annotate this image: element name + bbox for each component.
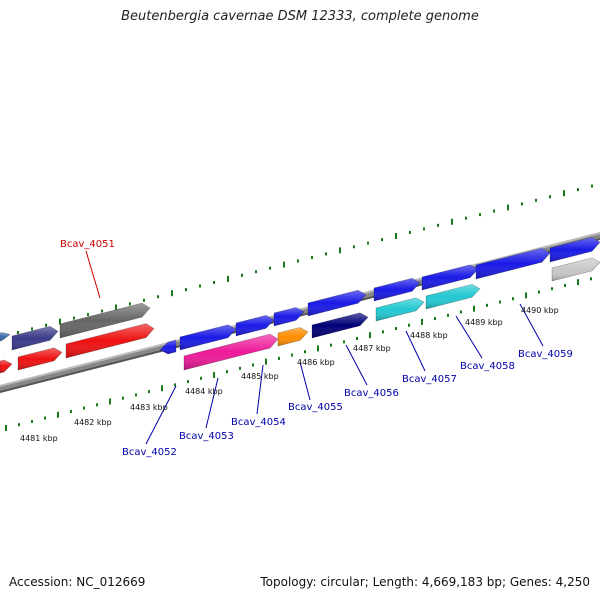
gene-label: Bcav_4055 (288, 402, 343, 413)
genome-summary-text: Topology: circular; Length: 4,669,183 bp… (260, 575, 590, 589)
scale-label: 4484 kbp (185, 387, 223, 396)
gene-label: Bcav_4053 (179, 431, 234, 442)
scale-label: 4488 kbp (410, 331, 448, 340)
gene-arrow-left-edge-shade (0, 332, 10, 341)
gene-arrow-bcav-4056-shade (312, 312, 368, 338)
scale-label: 4481 kbp (20, 434, 58, 443)
scale-label: 4483 kbp (130, 403, 168, 412)
leader-line (455, 315, 483, 359)
leader-line (345, 344, 368, 386)
accession-text: Accession: NC_012669 (9, 575, 146, 589)
gene-arrow-bcav-4052-shade (180, 324, 236, 350)
gene-arrow-bcav-4057-shade (376, 297, 424, 321)
leader-line (85, 250, 101, 299)
scale-label: 4486 kbp (297, 358, 335, 367)
genome-title: Beutenbergia cavernae DSM 12333, complet… (121, 9, 479, 24)
gene-arrow-bcav-4059-shade (550, 237, 600, 262)
label-leaders (85, 250, 544, 445)
gene-arrow-small-shade (160, 339, 176, 354)
label-layer: 4481 kbp 4482 kbp 4483 kbp 4484 kbp 4485 kbp… (20, 239, 573, 458)
scale-label: 4489 kbp (465, 318, 503, 327)
gene-arrow-bcav-4057-strand-shade (422, 264, 478, 290)
leader-line (205, 377, 219, 429)
gene-layer (0, 236, 600, 374)
leader-line (256, 364, 264, 415)
gene-label: Bcav_4052 (122, 447, 177, 458)
gene-label: Bcav_4056 (344, 388, 399, 399)
gene-label: Bcav_4058 (460, 361, 515, 372)
gene-arrow-bcav-4058-strand-shade (476, 248, 550, 279)
scale-label: 4487 kbp (353, 344, 391, 353)
scale-label: 4490 kbp (521, 306, 559, 315)
gene-arrow-bcav-4058-shade (426, 284, 480, 309)
gene-arrow-red-shade (18, 347, 62, 370)
leader-line (519, 303, 544, 347)
gene-arrow-pink-shade (184, 334, 278, 370)
outer-tick-track (3, 184, 593, 339)
gene-arrow-bcav-4051-shade (60, 303, 150, 338)
gene-label: Bcav_4054 (231, 417, 286, 428)
leader-line (145, 385, 177, 445)
leader-line (299, 361, 311, 401)
leader-line (405, 330, 426, 372)
gene-label: Bcav_4057 (402, 374, 457, 385)
inner-tick-track (5, 277, 592, 431)
gene-arrow-red-long-shade (66, 323, 154, 358)
gene-arrow-unlabeled-shade (12, 326, 58, 350)
gene-arrow-bcav-4056-strand-shade (374, 278, 420, 301)
gene-arrow-bcav-4053-shade (236, 315, 274, 336)
gene-arrow-bcav-4054-shade (274, 307, 304, 326)
gene-arrow-red-edge-shade (0, 359, 12, 373)
gene-arrow-grey-shade (552, 257, 600, 281)
gene-label: Bcav_4059 (518, 349, 573, 360)
gene-label: Bcav_4051 (60, 239, 115, 250)
gene-arrow-bcav-4055-shade (308, 290, 366, 316)
scale-label: 4485 kbp (241, 372, 279, 381)
scale-label: 4482 kbp (74, 418, 112, 427)
gene-arrow-orange-shade (278, 327, 308, 346)
